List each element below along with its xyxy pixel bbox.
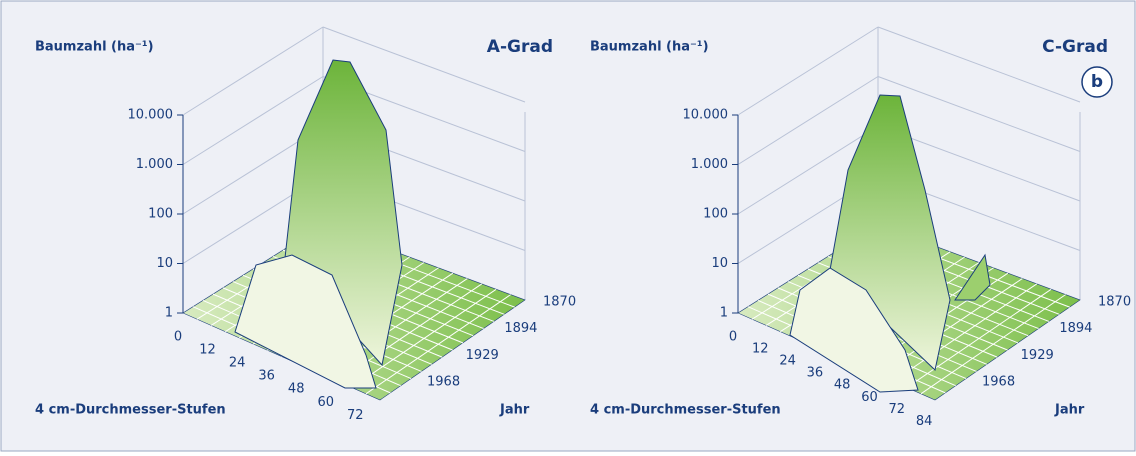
x-tick-label: 48 <box>288 382 305 397</box>
x-tick-label: 24 <box>229 356 246 371</box>
z-axis-label: Jahr <box>1054 403 1085 418</box>
z-tick-label: 1929 <box>1021 348 1054 363</box>
z-tick-label: 1870 <box>543 295 576 310</box>
z-tick-label: 1894 <box>1059 321 1092 336</box>
wall-grid <box>737 125 879 215</box>
y-tick-label: 100 <box>703 207 728 222</box>
x-axis-label: 4 cm-Durchmesser-Stufen <box>590 403 781 418</box>
y-tick-label: 1.000 <box>136 157 173 172</box>
floor-grid <box>351 288 497 388</box>
floor-grid <box>365 294 511 395</box>
y-tick-label: 10.000 <box>128 108 174 123</box>
y-tick-label: 10 <box>711 256 728 271</box>
surface-ridge <box>954 253 991 301</box>
panel-title: A-Grad <box>487 37 553 57</box>
x-tick-label: 60 <box>317 395 334 410</box>
wall-grid <box>182 76 324 165</box>
wall-grid <box>877 76 1081 152</box>
floor-grid <box>920 294 1066 395</box>
z-tick-label: 1894 <box>504 321 537 336</box>
y-tick-label: 1 <box>720 306 728 321</box>
wall-grid <box>737 26 879 116</box>
floor-grid <box>892 283 1037 382</box>
y-axis-label: Baumzahl (ha⁻¹) <box>590 40 709 55</box>
y-axis-label: Baumzahl (ha⁻¹) <box>35 40 154 55</box>
x-tick-label: 72 <box>347 408 364 423</box>
x-tick-label: 12 <box>199 343 216 358</box>
floor-grid <box>906 288 1052 388</box>
panel-title: C-Grad <box>1042 37 1108 57</box>
x-tick-label: 60 <box>861 390 878 405</box>
wall-grid <box>322 26 526 103</box>
x-tick-label: 48 <box>834 378 851 393</box>
badge: b <box>1091 72 1103 92</box>
x-tick-label: 84 <box>916 414 933 429</box>
badge-circle <box>1081 66 1113 98</box>
z-tick-label: 1968 <box>982 375 1015 390</box>
z-axis-label: Jahr <box>499 403 530 418</box>
z-tick-label: 1968 <box>427 375 460 390</box>
x-tick-label: 36 <box>258 369 275 384</box>
y-tick-label: 10.000 <box>683 108 729 123</box>
x-tick-label: 12 <box>752 342 769 357</box>
y-tick-label: 10 <box>156 256 173 271</box>
z-tick-label: 1870 <box>1098 295 1131 310</box>
wall-grid <box>877 26 1081 103</box>
x-tick-label: 72 <box>889 402 906 417</box>
z-tick-label: 1929 <box>466 348 499 363</box>
x-tick-label: 24 <box>779 354 796 369</box>
wall-grid <box>737 76 879 165</box>
surface-front <box>789 267 919 393</box>
y-tick-label: 100 <box>148 207 173 222</box>
x-tick-label: 0 <box>174 330 182 345</box>
y-tick-label: 1.000 <box>691 157 728 172</box>
x-axis-label: 4 cm-Durchmesser-Stufen <box>35 403 226 418</box>
x-tick-label: 0 <box>729 330 737 345</box>
x-tick-label: 36 <box>807 366 824 381</box>
wall-grid <box>182 26 324 116</box>
y-tick-label: 1 <box>165 306 173 321</box>
surface-front <box>234 254 377 389</box>
surface <box>829 94 951 371</box>
